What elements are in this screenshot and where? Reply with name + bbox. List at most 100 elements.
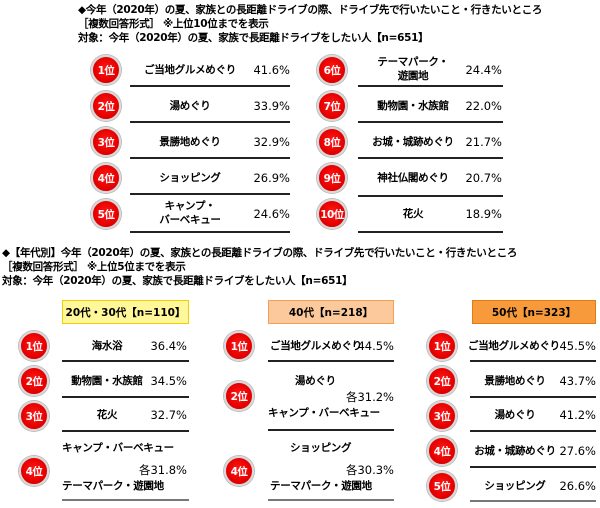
ranking-label: お城・城跡めぐり — [372, 136, 454, 148]
ranking-label: 動物園・水族館 — [71, 375, 143, 387]
ranking-percent: 32.9% — [253, 135, 290, 149]
row-divider — [470, 500, 596, 502]
ranking-label: キャンプ・バーベキュー — [62, 442, 174, 454]
ranking-percent: 21.7% — [465, 135, 502, 149]
row-divider — [358, 231, 503, 233]
row-divider — [358, 157, 503, 159]
ranking-label: 花火 — [402, 208, 424, 220]
rank-badge: 3位 — [427, 401, 457, 431]
ranking-percent: 41.6% — [253, 63, 290, 77]
row-divider — [268, 360, 394, 362]
section2-target: 対象：今年（2020年）の夏、家族で長距離ドライブをしたい人【n=651】 — [2, 275, 353, 287]
ranking-label: お城・城跡めぐり — [474, 445, 556, 457]
ranking-label: ご当地グルメめぐり — [144, 64, 236, 76]
rank-badge: 6位 — [317, 55, 347, 85]
ranking-percent: 44.5% — [357, 339, 394, 353]
row-divider — [130, 121, 290, 123]
rank-badge: 4位 — [19, 456, 49, 486]
ranking-label: ご当地グルメめぐり — [468, 340, 560, 352]
row-divider — [62, 396, 189, 398]
ranking-label: ショッピング — [484, 480, 546, 492]
row-divider — [130, 193, 290, 195]
ranking-label: 花火 — [96, 409, 118, 421]
group-header-20s-30s: 20代・30代【n=110】 — [62, 300, 189, 324]
ranking-label: 神社仏閣めぐり — [377, 172, 449, 184]
rank-badge: 2位 — [224, 381, 254, 411]
rank-badge: 1位 — [19, 331, 49, 361]
ranking-label: 湯めぐり — [295, 375, 336, 387]
row-divider — [358, 195, 503, 197]
row-divider — [358, 121, 503, 123]
row-divider — [268, 499, 394, 501]
ranking-percent: 18.9% — [465, 207, 502, 221]
ranking-percent: 各31.2% — [345, 390, 394, 404]
ranking-label-second: キャンプ・バーベキュー — [268, 407, 380, 419]
ranking-percent: 45.5% — [559, 339, 596, 353]
rank-badge: 4位 — [224, 456, 254, 486]
ranking-percent: 24.6% — [253, 207, 290, 221]
ranking-percent: 41.2% — [559, 408, 596, 422]
rank-badge: 5位 — [427, 471, 457, 501]
ranking-percent: 24.4% — [465, 63, 502, 77]
ranking-percent: 36.4% — [150, 339, 187, 353]
row-divider — [470, 396, 596, 398]
section1-title: ◆今年（2020年）の夏、家族との長距離ドライブの際、ドライブ先で行いたいこと・… — [78, 4, 543, 16]
section1-target: 対象：今年（2020年）の夏、家族で長距離ドライブをしたい人【n=651】 — [78, 32, 429, 44]
ranking-percent: 27.6% — [559, 444, 596, 458]
group-header-50s: 50代【n=323】 — [472, 300, 596, 324]
ranking-percent: 32.7% — [150, 408, 187, 422]
section1-heading: ◆今年（2020年）の夏、家族との長距離ドライブの際、ドライブ先で行いたいこと・… — [78, 3, 542, 45]
rank-badge: 2位 — [91, 91, 121, 121]
ranking-label-second: テーマパーク・遊園地 — [62, 480, 164, 492]
row-divider — [62, 360, 189, 362]
section2-heading: ◆【年代別】今年（2020年）の夏、家族との長距離ドライブの際、ドライブ先で行い… — [2, 246, 517, 288]
row-divider — [62, 430, 189, 432]
rank-badge: 3位 — [19, 401, 49, 431]
rank-badge: 3位 — [91, 127, 121, 157]
row-divider — [470, 466, 596, 468]
row-divider — [470, 430, 596, 432]
rank-badge: 1位 — [91, 55, 121, 85]
row-divider — [358, 85, 503, 87]
ranking-label: ご当地グルメめぐり — [270, 340, 362, 352]
ranking-label: 湯めぐり — [169, 100, 211, 112]
ranking-label-second: テーマパーク・遊園地 — [270, 480, 372, 492]
ranking-label: 湯めぐり — [494, 409, 536, 421]
row-divider — [130, 157, 290, 159]
ranking-label: テーマパーク・ — [377, 56, 449, 68]
ranking-percent: 各31.8% — [138, 463, 187, 477]
ranking-percent: 20.7% — [465, 171, 502, 185]
rank-badge: 4位 — [91, 163, 121, 193]
ranking-label: 景勝地めぐり — [159, 136, 221, 148]
ranking-percent: 43.7% — [559, 374, 596, 388]
rank-badge: 10位 — [317, 199, 347, 229]
row-divider — [268, 429, 394, 431]
ranking-label-line2: 遊園地 — [397, 70, 429, 82]
section2-title: ◆【年代別】今年（2020年）の夏、家族との長距離ドライブの際、ドライブ先で行い… — [2, 247, 518, 259]
ranking-label: ショッピング — [159, 172, 221, 184]
rank-badge: 7位 — [317, 91, 347, 121]
row-divider — [130, 85, 290, 87]
ranking-label: 景勝地めぐり — [484, 375, 546, 387]
rank-badge: 1位 — [224, 331, 254, 361]
rank-badge: 4位 — [427, 436, 457, 466]
rank-badge: 1位 — [427, 331, 457, 361]
ranking-label-line2: バーベキュー — [159, 214, 221, 226]
row-divider — [62, 499, 189, 501]
rank-badge: 2位 — [427, 366, 457, 396]
section1-format-note: ［複数回答形式］ ※上位10位までを表示 — [78, 18, 269, 30]
rank-badge: 9位 — [317, 163, 347, 193]
ranking-percent: 26.6% — [559, 479, 596, 493]
ranking-percent: 26.9% — [253, 171, 290, 185]
ranking-percent: 33.9% — [253, 99, 290, 113]
rank-badge: 2位 — [19, 366, 49, 396]
row-divider — [470, 360, 596, 362]
group-header-40s: 40代【n=218】 — [268, 300, 394, 324]
ranking-percent: 各30.3% — [345, 463, 394, 477]
ranking-label: キャンプ・ — [164, 200, 216, 212]
ranking-percent: 34.5% — [150, 374, 187, 388]
row-divider — [130, 231, 290, 233]
ranking-label: ショッピング — [290, 442, 352, 454]
ranking-percent: 22.0% — [465, 99, 502, 113]
ranking-label: 海水浴 — [91, 340, 123, 352]
